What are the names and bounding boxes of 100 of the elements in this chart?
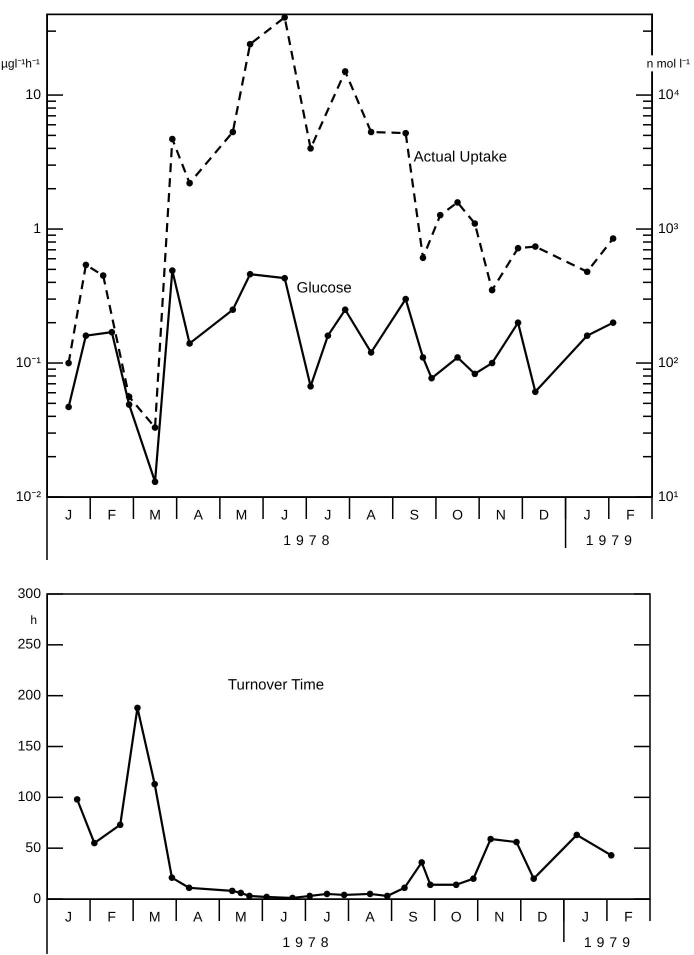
point [169,267,176,274]
y-tick-label: 10⁻¹ [16,354,42,370]
text: 1979 [586,532,637,548]
point [65,404,72,410]
point [116,821,124,828]
point [281,274,288,282]
point [281,14,288,21]
text: Turnover Time [228,676,324,694]
point [436,212,444,218]
y-tick-label: 100 [18,788,42,804]
x-tick-label: D [537,908,548,924]
point [514,319,522,326]
point [74,796,80,803]
point [487,836,494,842]
point [368,128,374,136]
point [238,890,244,896]
point [342,68,348,75]
x-tick-label: O [450,908,462,924]
x-tick-label: J [324,506,332,522]
point [108,328,116,336]
text: 1979 [584,934,636,950]
x-tick-label: D [538,506,550,522]
point [401,884,408,892]
y-tick-label: 0 [33,890,42,906]
point [340,892,348,898]
x-tick-label: J [323,908,330,924]
y-tick-label: 10⁴ [658,86,680,102]
point [168,874,176,881]
y-tick-label: 10³ [658,220,679,236]
point [246,892,253,899]
point [186,340,193,347]
point [452,881,460,888]
point [384,892,391,899]
y-tick-label: 1 [33,220,42,236]
point [65,360,72,366]
point [472,220,478,227]
x-tick-label: F [108,506,116,522]
x-tick-label: M [234,908,247,924]
x-tick-label: F [626,506,635,522]
point [126,401,132,408]
point [584,268,590,276]
point [402,296,409,302]
point [246,40,254,48]
x-tick-label: J [584,506,591,522]
y-tick-label: 250 [18,636,42,652]
point [228,888,236,894]
x-tick-label: A [366,506,376,522]
x-tick-label: A [194,506,204,522]
point [366,890,374,898]
point [186,180,193,186]
x-tick-label: A [365,908,376,924]
point [307,383,314,390]
point [418,859,426,866]
point [368,349,374,356]
point [513,838,520,846]
x-tick-label: A [193,908,204,924]
y-tick-label: 200 [18,686,42,703]
x-tick-label: M [149,506,161,522]
point [263,894,270,899]
point [246,270,254,278]
point [82,262,90,268]
x-tick-label: M [148,908,161,924]
point [584,332,590,339]
point [82,332,90,339]
x-tick-label: J [281,506,288,522]
point [230,306,236,314]
point [470,875,477,882]
series-label: Actual Uptake [414,148,508,166]
y-tick-label: 10² [658,354,679,370]
x-tick-label: F [624,908,633,924]
point [324,890,330,898]
y-tick-label: 10¹ [658,488,679,504]
y-axis-title: µgl⁻¹h⁻¹ [1,56,40,70]
point [230,128,236,136]
x-tick-label: M [236,506,248,522]
point [307,145,314,152]
point [610,319,616,326]
point [530,875,538,882]
x-tick-label: J [65,908,72,924]
x-tick-label: J [65,506,72,522]
point [306,892,314,899]
point [573,832,580,838]
point [186,884,192,892]
point [151,780,158,788]
point [488,360,496,366]
y-tick-label: 300 [18,584,42,601]
point [454,354,461,361]
x-tick-label: N [494,908,504,924]
point [472,370,478,378]
y-tick-label: 10⁻² [16,488,42,504]
text: 1978 [283,532,334,548]
point [342,306,348,314]
point [610,235,616,242]
x-tick-label: F [107,908,116,924]
point [169,136,176,142]
point [608,852,615,859]
point [488,286,496,294]
point [454,199,461,206]
y-axis-title: n mol l⁻¹ [646,56,690,70]
point [532,388,539,396]
